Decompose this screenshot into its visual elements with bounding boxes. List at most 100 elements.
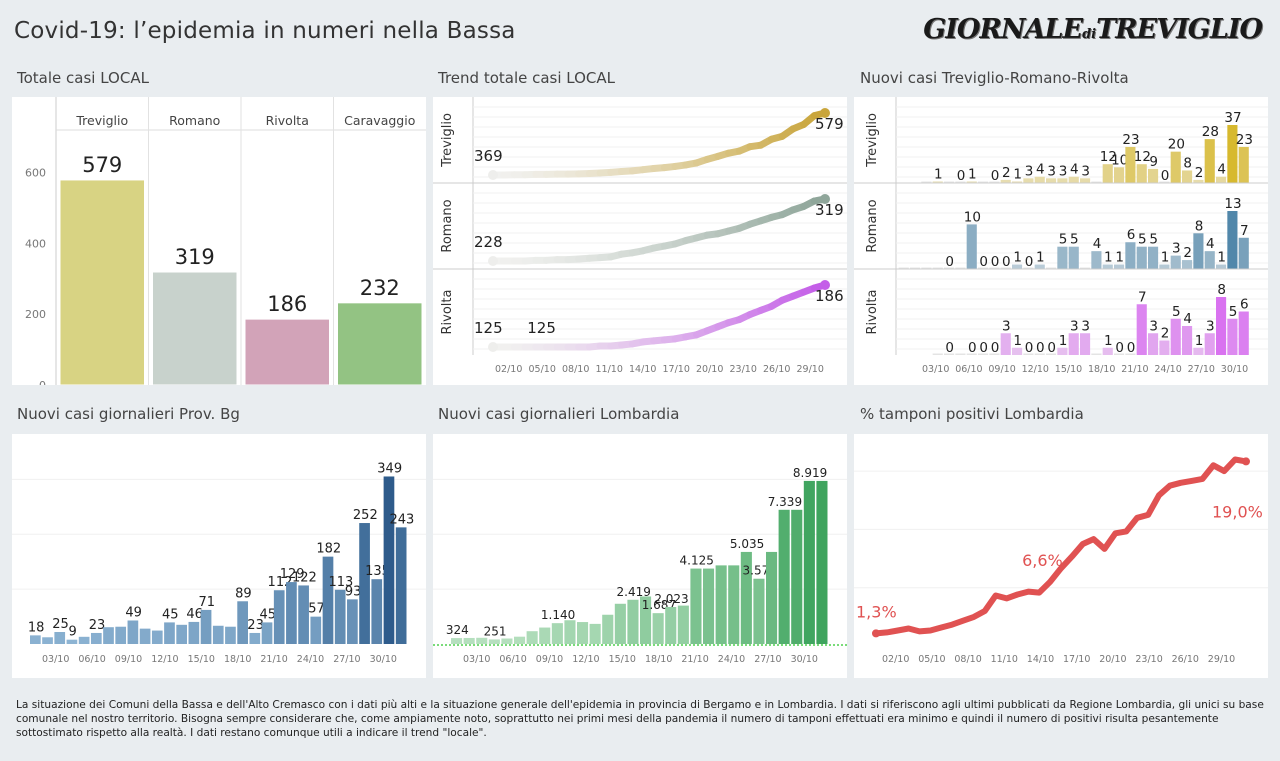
bar-value-label: 0 [945,254,954,270]
y-tick-label: 0 [39,379,46,385]
bar [1080,333,1091,355]
bar [383,476,395,644]
bar [395,527,407,644]
bar-value-label: 0 [991,340,1000,356]
chart-positivi: 1,3% 6,6% 19,0% 02/10 05/10 08/10 11/10 14/10 17… [854,456,1268,665]
bar [1023,267,1034,269]
trend-end-label: 319 [815,201,844,219]
bar [1068,333,1079,355]
bar-value-label: 0 [945,340,954,356]
bar [1057,178,1068,183]
bar-value-label: 13 [1224,196,1241,212]
bar-value-label: 2.419 [617,585,651,599]
bar-value-label: 319 [175,245,215,269]
x-tick-label: 03/10 [42,654,69,665]
bar [501,638,513,644]
bar [200,609,212,644]
bar-value-label: 349 [377,461,402,476]
bar-value-label: 2.023 [654,592,688,606]
bar [955,181,966,183]
bar [966,181,977,183]
positivity-line [873,456,1249,637]
bar-value-label: 4 [1217,162,1226,178]
x-tick-label: 27/10 [754,654,781,665]
bar [944,267,955,269]
bar [816,480,828,644]
bar-value-label: 0 [1047,340,1056,356]
x-tick-label: 12/10 [1022,364,1049,375]
x-tick-label: 14/10 [1027,654,1054,665]
bar [791,509,803,644]
trend-end-label: 579 [815,115,844,133]
bar [932,267,943,269]
bar-value-label: 0 [1025,254,1034,270]
logo-main: GIORNALE [923,14,1083,45]
bar-value-label: 28 [1202,124,1219,140]
bar [1136,246,1147,269]
end-point [1242,457,1250,466]
bar-value-label: 4 [1093,236,1102,252]
trend-start-label: 228 [474,233,503,251]
x-tick-label: 23/10 [730,364,757,375]
bar-value-label: 6 [1127,227,1136,243]
bar-value-label: 1.140 [541,608,575,622]
bar [921,267,932,269]
bar-value-label: 8 [1217,282,1226,298]
bar [740,551,752,644]
bar-value-label: 0 [991,254,1000,270]
x-tick-label: 15/10 [188,654,215,665]
bar [1012,181,1023,183]
bar-value-label: 1 [1013,333,1022,349]
x-tick-label: 06/10 [78,654,105,665]
bar [1034,264,1045,269]
x-tick-label: 30/10 [791,654,818,665]
bar [526,631,538,644]
page-title: Covid-19: l’epidemia in numeri nella Bas… [14,18,516,44]
bar [577,622,589,644]
bar [1136,164,1147,183]
panel-lombardia: 324 251 1.140 2.419 1.687 2.023 4.125 5.035 3.57… [433,434,847,678]
bar-value-label: 0 [1036,340,1045,356]
bar [728,565,740,644]
bar-value-label: 9 [69,625,77,640]
bar-value-label: 46 [186,607,203,622]
bar [1227,125,1238,183]
x-tick-label: 11/10 [991,654,1018,665]
bar [1182,170,1193,183]
bar-value-label: 5 [1172,304,1181,320]
x-tick-label: 20/10 [1099,654,1126,665]
chart-nuovi-local: 1 0 1 0 2 1 3 4 3 3 4 3121023129020822843723Trevigl… [854,97,1268,375]
trend-start-point [488,170,498,180]
bar-value-label: 89 [235,586,252,601]
bar [1136,304,1147,355]
bar [1114,264,1125,269]
bar [1091,181,1102,183]
bar [488,639,500,644]
bar [347,599,358,644]
bar [932,353,943,355]
logo-small: di [1082,27,1097,42]
trend-end-point [820,108,830,118]
bar [652,613,664,644]
bar [1159,340,1170,355]
bar [989,181,1000,183]
bar [103,627,114,644]
bar [1204,139,1215,183]
bar-value-label: 1 [934,166,943,182]
bar-value-label: 113 [329,575,354,590]
x-tick-label: 27/10 [1188,364,1215,375]
band-label: Rivolta [865,290,880,335]
trend-end-point [820,194,830,204]
bar [42,637,53,644]
bar-value-label: 3 [1047,163,1056,179]
bar-value-label: 37 [1224,110,1241,126]
chart-trend: 369 579 Treviglio 228 319 Romano 125 186 125 Rivo… [433,97,847,375]
bar-value-label: 0 [1127,340,1136,356]
bar [1091,251,1102,269]
x-tick-label: 02/10 [882,654,909,665]
trend-start-label: 125 [474,319,503,337]
bar-value-label: 5 [1229,304,1238,320]
bar-value-label: 3 [1081,318,1090,334]
x-tick-label: 18/10 [645,654,672,665]
bar-value-label: 129 [280,567,305,582]
